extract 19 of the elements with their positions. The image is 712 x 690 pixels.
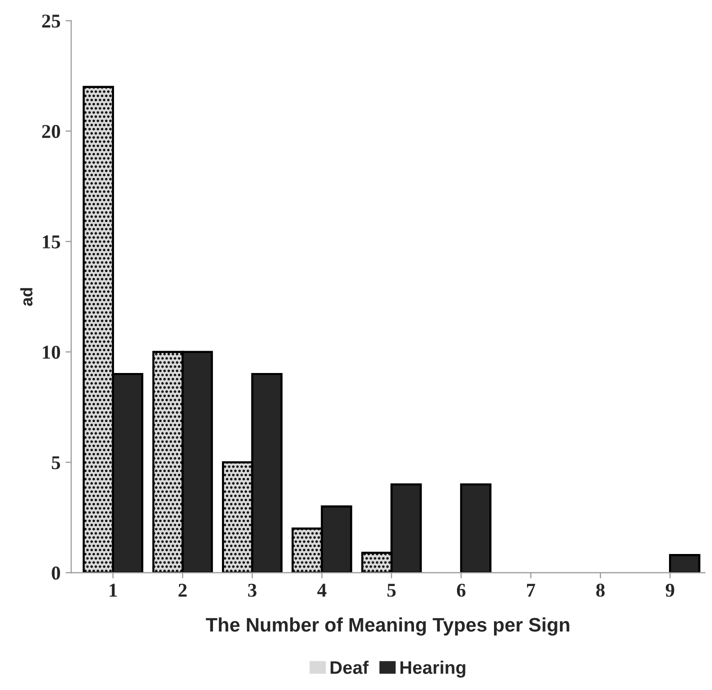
x-tick-label: 1 — [110, 584, 117, 597]
x-axis-title: The Number of Meaning Types per Sign — [206, 617, 570, 636]
y-tick-label: 15 — [42, 235, 60, 248]
legend-label: Deaf — [330, 660, 369, 674]
x-tick-label: 3 — [248, 584, 256, 597]
x-tick-label: 2 — [178, 584, 187, 597]
y-tick-label: 0 — [52, 566, 60, 580]
y-axis-title: ad — [20, 288, 32, 306]
y-tick-label: 20 — [42, 124, 60, 138]
x-tick-label: 7 — [527, 584, 536, 597]
x-tick-label: 5 — [387, 584, 396, 597]
y-tick-label: 25 — [42, 14, 60, 28]
x-tick-label: 9 — [666, 584, 674, 597]
legend-label: Hearing — [400, 660, 466, 678]
x-tick-label: 4 — [317, 584, 326, 597]
y-tick-label: 10 — [42, 346, 60, 359]
y-tick-label: 5 — [52, 456, 60, 470]
x-tick-label: 6 — [456, 584, 466, 597]
x-tick-label: 8 — [596, 584, 605, 597]
